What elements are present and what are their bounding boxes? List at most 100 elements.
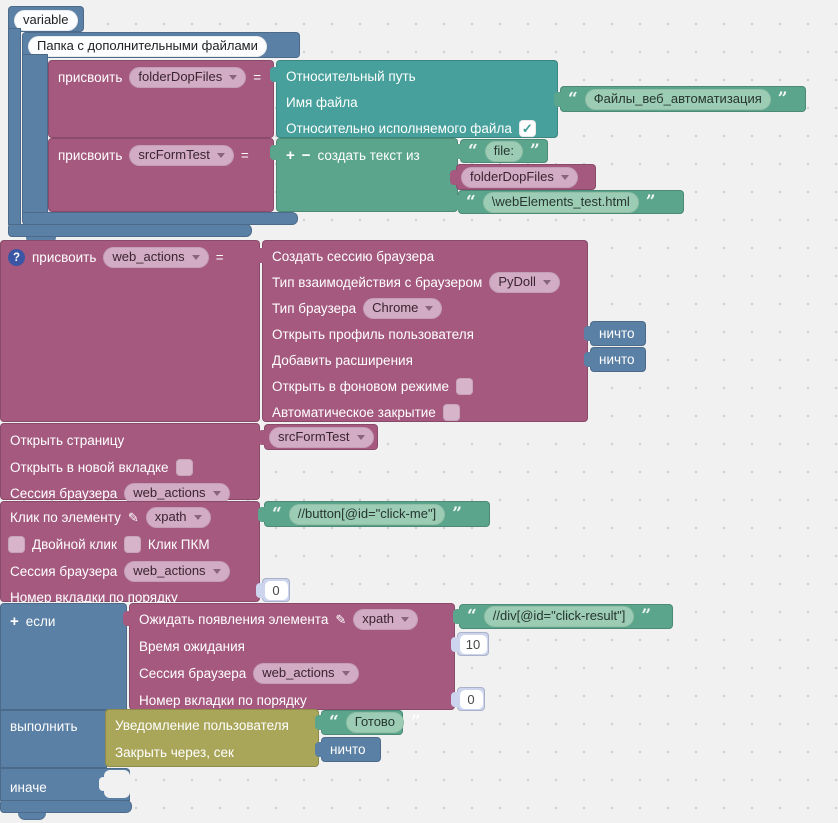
double-click-checkbox[interactable] [8,536,25,553]
dropdown-value: xpath [362,611,395,627]
newtab-checkbox[interactable] [175,459,193,476]
variable-group-name-field[interactable]: variable [14,10,78,31]
click-element-block[interactable]: Клик по элементу ✎ xpath Двойной клик Кл… [0,501,260,605]
wait-element-block[interactable]: Ожидать появления элемента ✎ xpath Время… [123,603,455,710]
html-path-field[interactable]: \webElements_test.html [482,192,639,213]
assign-folderdopfiles-block[interactable]: присвоить folderDopFiles = [48,60,274,138]
webactions-variable-dropdown[interactable]: web_actions [103,247,209,268]
click-session-dropdown[interactable]: web_actions [124,561,230,582]
open-quote-icon: “ [272,504,282,524]
filename-text-field[interactable]: Файлы_веб_автоматизация [584,89,771,110]
close-quote-icon: ” [641,606,652,626]
variable-group-block[interactable]: variable [8,6,84,32]
else-empty-statement-socket[interactable] [99,770,130,798]
autoclose-checkbox[interactable] [442,404,460,421]
dropdown-value: srcFormTest [138,147,210,163]
value-connector-tab [315,715,322,730]
if-block-else-row[interactable]: иначе [0,768,130,801]
if-mutator-plus-button[interactable]: + [10,613,19,630]
open-page-block[interactable]: Открыть страницу Открыть в новой вкладке… [0,423,260,504]
click-tab-number-block[interactable]: 0 [256,578,290,602]
equals-sign: = [240,148,249,163]
create-browser-session-block[interactable]: Создать сессию браузера Тип взаимодейств… [256,240,588,422]
right-click-checkbox[interactable] [123,536,141,553]
relative-path-block[interactable]: Относительный путь Имя файла Относительн… [270,60,558,138]
folder-group-bottom[interactable] [22,212,298,225]
notify-message-field[interactable]: Готово [345,712,404,733]
wait-timeout-label: Время ожидания [139,639,245,654]
edit-pencil-icon[interactable]: ✎ [335,612,347,627]
click-selector-type-dropdown[interactable]: xpath [145,507,211,528]
folderdopfiles-variable-dropdown[interactable]: folderDopFiles [129,67,247,88]
dropdown-arrow-icon [212,568,221,574]
extensions-nothing-block[interactable]: ничто [584,347,646,372]
wait-tab-number-field[interactable]: 0 [459,689,483,709]
value-connector-tab [451,637,458,652]
dropdown-arrow-icon [212,490,221,496]
srcformtest-getter-dropdown[interactable]: srcFormTest [269,427,374,448]
session-label: Сессия браузера [10,486,118,501]
notify-user-block[interactable]: Уведомление пользователя Закрыть через, … [105,709,319,767]
folder-group-block[interactable]: Папка с дополнительными файлами [22,32,300,58]
wait-session-dropdown[interactable]: web_actions [253,663,359,684]
folder-group-name-field[interactable]: Папка с дополнительными файлами [28,36,267,57]
dropdown-value: xpath [154,509,187,525]
wait-xpath-string-block[interactable]: “ //div[@id="click-result"] ” [453,604,673,629]
double-click-label: Двойной клик [32,537,117,552]
browser-type-dropdown[interactable]: Chrome [363,298,443,319]
folder-group-spine[interactable] [22,54,48,214]
dropdown-arrow-icon [341,670,350,676]
wait-timeout-field[interactable]: 10 [459,634,487,654]
close-quote-icon: ” [777,89,788,109]
if-block-header[interactable]: + если [0,603,127,710]
session-label: Сессия браузера [10,564,118,579]
assign-webactions-block[interactable]: ? присвоить web_actions = [0,240,260,422]
notify-title: Уведомление пользователя [115,718,289,733]
click-xpath-string-block[interactable]: “ //button[@id="click-me"] ” [258,501,490,527]
field-text: 10 [465,636,481,652]
help-icon[interactable]: ? [8,249,25,266]
add-item-button[interactable]: + [286,147,295,164]
assign-srcformtest-block[interactable]: присвоить srcFormTest = [48,138,274,212]
srcformtest-getter-block[interactable]: srcFormTest [258,424,378,450]
dropdown-arrow-icon [401,616,410,622]
click-xpath-field[interactable]: //button[@id="click-me"] [288,504,446,525]
open-newtab-label: Открыть в новой вкладке [10,460,169,475]
click-tab-number-field[interactable]: 0 [264,580,288,600]
dropdown-arrow-icon [229,74,238,80]
value-connector-tab [258,430,265,445]
wait-tab-number-block[interactable]: 0 [451,687,485,711]
dropdown-value: web_actions [262,665,335,681]
srcformtest-variable-dropdown[interactable]: srcFormTest [129,145,234,166]
edit-pencil-icon[interactable]: ✎ [127,510,139,525]
dropdown-value: web_actions [133,563,206,579]
wait-xpath-field[interactable]: //div[@id="click-result"] [483,606,635,627]
folderdopfiles-getter-block[interactable]: folderDopFiles [450,164,596,190]
background-mode-checkbox[interactable] [456,378,474,395]
session-autoclose-label: Автоматическое закрытие [272,405,436,420]
interaction-type-dropdown[interactable]: PyDoll [489,272,560,293]
value-connector-tab [584,352,591,367]
relative-to-exec-checkbox[interactable] [518,120,536,137]
nothing-label: ничто [599,326,635,341]
folderdopfiles-getter-dropdown[interactable]: folderDopFiles [461,167,578,188]
variable-group-spine[interactable] [8,28,21,225]
notify-message-string-block[interactable]: “ Готово ” [315,710,421,735]
dropdown-value: PyDoll [498,274,536,290]
value-connector-tab [452,195,459,210]
file-prefix-string-block[interactable]: “ file: ” [454,139,548,163]
if-block-do-spine[interactable]: выполнить [0,710,107,768]
filename-string-block[interactable]: “ Файлы_веб_автоматизация ” [554,86,806,112]
file-prefix-field[interactable]: file: [484,141,524,162]
profile-nothing-block[interactable]: ничто [584,321,646,346]
wait-selector-type-dropdown[interactable]: xpath [353,609,419,630]
if-block-bottom[interactable] [0,800,132,813]
variable-group-bottom[interactable] [8,224,252,237]
create-text-block[interactable]: + − создать текст из [270,138,458,212]
openpage-session-dropdown[interactable]: web_actions [124,483,230,504]
wait-timeout-number-block[interactable]: 10 [451,632,489,656]
remove-item-button[interactable]: − [301,147,311,164]
notify-close-nothing-block[interactable]: ничто [315,737,381,762]
html-path-string-block[interactable]: “ \webElements_test.html ” [452,190,684,214]
